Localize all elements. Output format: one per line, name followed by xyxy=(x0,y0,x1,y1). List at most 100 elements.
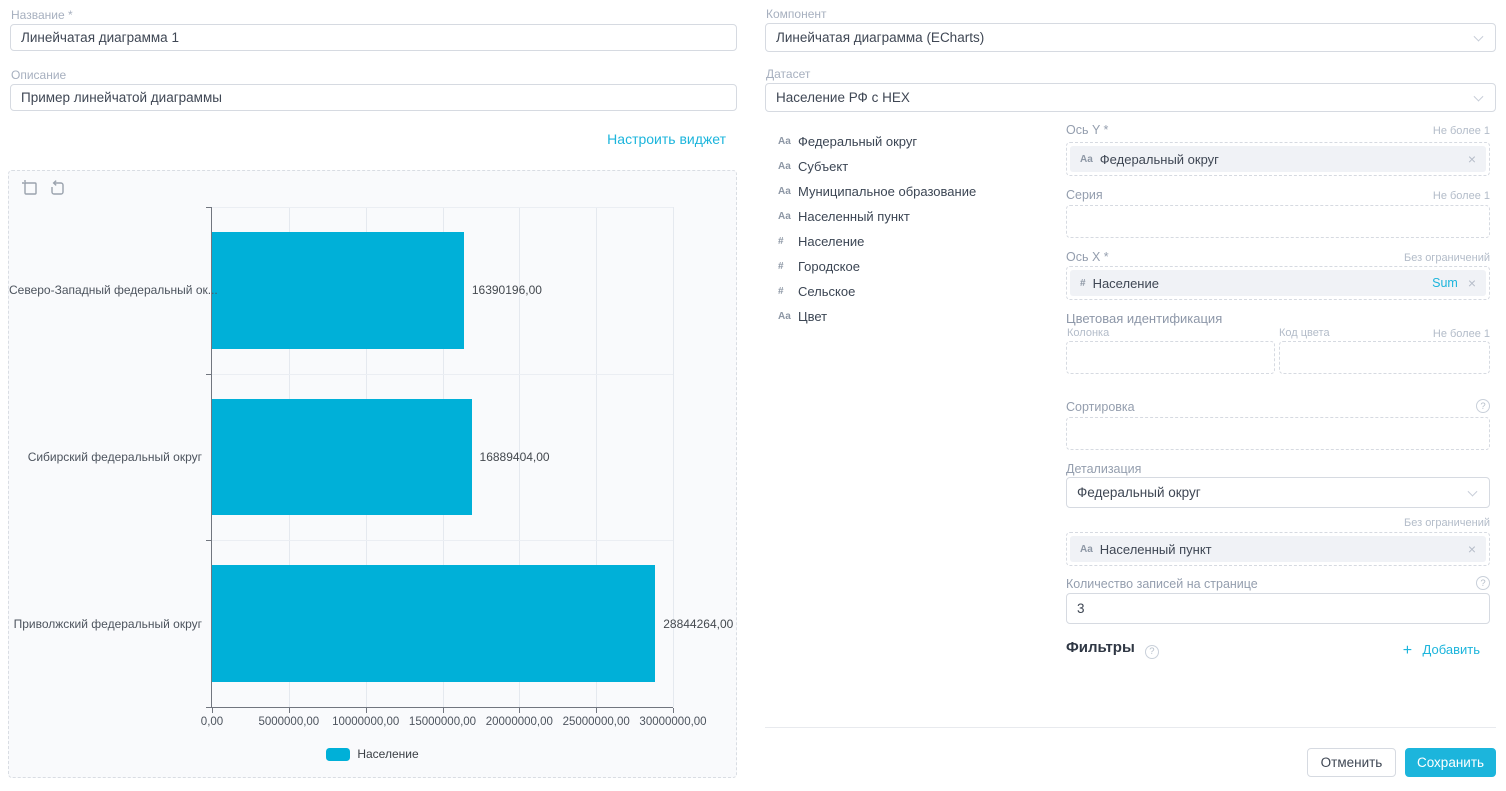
widget-editor: Название * Описание Настроить виджет 0,0… xyxy=(0,0,1506,791)
axis-y-chip[interactable]: Aa Федеральный округ × xyxy=(1070,146,1486,172)
name-input[interactable] xyxy=(10,24,737,51)
bar-value-label: 16889404,00 xyxy=(480,450,550,464)
aggregation-badge[interactable]: Sum xyxy=(1432,276,1468,290)
component-value: Линейчатая диаграмма (ECharts) xyxy=(776,30,984,45)
color-identification-label: Цветовая идентификация xyxy=(1066,311,1222,326)
dataset-field-label: Население xyxy=(798,234,864,249)
config-column: Ось Y * Не более 1 Aa Федеральный округ … xyxy=(1066,0,1490,791)
y-axis-category-label: Приволжский федеральный округ xyxy=(9,617,202,631)
filters-label: Фильтры ? xyxy=(1066,639,1159,659)
page-size-help-icon[interactable]: ? xyxy=(1476,576,1490,590)
bar[interactable] xyxy=(212,565,655,682)
chart-toolbox xyxy=(21,179,65,196)
color-code-sublabel: Код цвета xyxy=(1279,327,1330,339)
remove-icon[interactable]: × xyxy=(1468,542,1476,556)
axis-y-hint: Не более 1 xyxy=(1433,125,1490,137)
y-axis-tick xyxy=(206,540,211,541)
chevron-down-icon xyxy=(1468,486,1478,496)
axis-y-label: Ось Y * xyxy=(1066,123,1108,137)
bar[interactable] xyxy=(212,232,464,349)
text-field-icon: Aa xyxy=(778,136,798,147)
configure-widget-link[interactable]: Настроить виджет xyxy=(607,131,726,147)
filters-help-icon[interactable]: ? xyxy=(1145,645,1159,659)
description-label: Описание xyxy=(11,68,66,82)
sorting-dropzone[interactable] xyxy=(1066,417,1490,450)
page-size-input[interactable] xyxy=(1066,593,1490,624)
bar-value-label: 16390196,00 xyxy=(472,283,542,297)
text-field-icon: Aa xyxy=(778,161,798,172)
x-axis-tick-label: 30000000,00 xyxy=(639,716,706,728)
color-column-dropzone[interactable] xyxy=(1066,341,1275,374)
text-field-icon: Aa xyxy=(778,186,798,197)
dataset-field[interactable]: AaСубъект xyxy=(778,154,1048,179)
y-axis-category-label: Сибирский федеральный округ xyxy=(9,450,202,464)
y-axis-tick xyxy=(206,707,211,708)
dataset-field-label: Городское xyxy=(798,259,860,274)
bar[interactable] xyxy=(212,399,472,516)
component-label: Компонент xyxy=(766,7,827,21)
name-label: Название * xyxy=(11,8,73,22)
x-axis-tick xyxy=(289,708,290,713)
axis-x-chip-label: Население xyxy=(1093,276,1159,291)
number-field-icon: # xyxy=(778,261,798,272)
detailing-chip-label: Населенный пункт xyxy=(1100,542,1212,557)
data-zoom-icon[interactable] xyxy=(21,179,38,196)
column-sublabel: Колонка xyxy=(1067,327,1109,339)
dataset-field[interactable]: #Население xyxy=(778,229,1048,254)
text-field-icon: Aa xyxy=(778,311,798,322)
x-axis-tick xyxy=(596,708,597,713)
gridline xyxy=(212,540,673,541)
axis-x-dropzone[interactable]: # Население Sum × xyxy=(1066,266,1490,300)
legend-label: Население xyxy=(357,747,418,761)
detailing-label: Детализация xyxy=(1066,462,1141,476)
y-axis-tick xyxy=(206,207,211,208)
settings-panel: Компонент Линейчатая диаграмма (ECharts)… xyxy=(765,0,1496,791)
footer-divider xyxy=(765,727,1496,728)
text-field-icon: Aa xyxy=(778,211,798,222)
dataset-field-label: Цвет xyxy=(798,309,827,324)
dataset-field[interactable]: AaНаселенный пункт xyxy=(778,204,1048,229)
dataset-value: Население РФ с HEX xyxy=(776,90,910,105)
restore-icon[interactable] xyxy=(48,179,65,196)
axis-y-dropzone[interactable]: Aa Федеральный округ × xyxy=(1066,142,1490,176)
dataset-field[interactable]: #Сельское xyxy=(778,279,1048,304)
x-axis-tick xyxy=(366,708,367,713)
gridline xyxy=(673,207,674,707)
dataset-field-label: Федеральный округ xyxy=(798,134,917,149)
x-axis-tick-label: 20000000,00 xyxy=(486,716,553,728)
description-input[interactable] xyxy=(10,84,737,111)
detailing-chip[interactable]: Aa Населенный пункт × xyxy=(1070,536,1486,562)
y-axis-tick xyxy=(206,374,211,375)
color-code-dropzone[interactable] xyxy=(1279,341,1490,374)
dataset-field-label: Сельское xyxy=(798,284,855,299)
x-axis-tick-label: 25000000,00 xyxy=(563,716,630,728)
remove-icon[interactable]: × xyxy=(1468,276,1476,290)
chart-legend[interactable]: Население xyxy=(9,747,736,761)
dataset-field[interactable]: AaФедеральный округ xyxy=(778,129,1048,154)
detailing-dropzone[interactable]: Aa Населенный пункт × xyxy=(1066,532,1490,566)
y-axis-category-label: Северо-Западный федеральный ок... xyxy=(9,283,202,297)
dataset-field[interactable]: AaЦвет xyxy=(778,304,1048,329)
remove-icon[interactable]: × xyxy=(1468,152,1476,166)
sorting-help-icon[interactable]: ? xyxy=(1476,399,1490,413)
number-field-icon: # xyxy=(778,236,798,247)
x-axis-tick xyxy=(519,708,520,713)
x-axis-tick-label: 0,00 xyxy=(201,716,223,728)
dataset-field[interactable]: #Городское xyxy=(778,254,1048,279)
axis-x-chip[interactable]: # Население Sum × xyxy=(1070,270,1486,296)
dataset-field-list: AaФедеральный округAaСубъектAaМуниципаль… xyxy=(778,129,1048,329)
axis-x-hint: Без ограничений xyxy=(1404,252,1490,264)
dataset-field[interactable]: AaМуниципальное образование xyxy=(778,179,1048,204)
gridline xyxy=(212,374,673,375)
add-filter-button[interactable]: + Добавить xyxy=(1403,641,1480,660)
bar-value-label: 28844264,00 xyxy=(663,617,733,631)
detailing-select[interactable]: Федеральный округ xyxy=(1066,477,1490,508)
save-button[interactable]: Сохранить xyxy=(1405,748,1496,777)
x-axis-tick-label: 15000000,00 xyxy=(409,716,476,728)
cancel-button[interactable]: Отменить xyxy=(1307,748,1396,777)
text-field-icon: Aa xyxy=(1080,154,1093,165)
dataset-field-label: Населенный пункт xyxy=(798,209,910,224)
x-axis-tick xyxy=(443,708,444,713)
series-dropzone[interactable] xyxy=(1066,205,1490,238)
axis-x-label: Ось X * xyxy=(1066,250,1109,264)
